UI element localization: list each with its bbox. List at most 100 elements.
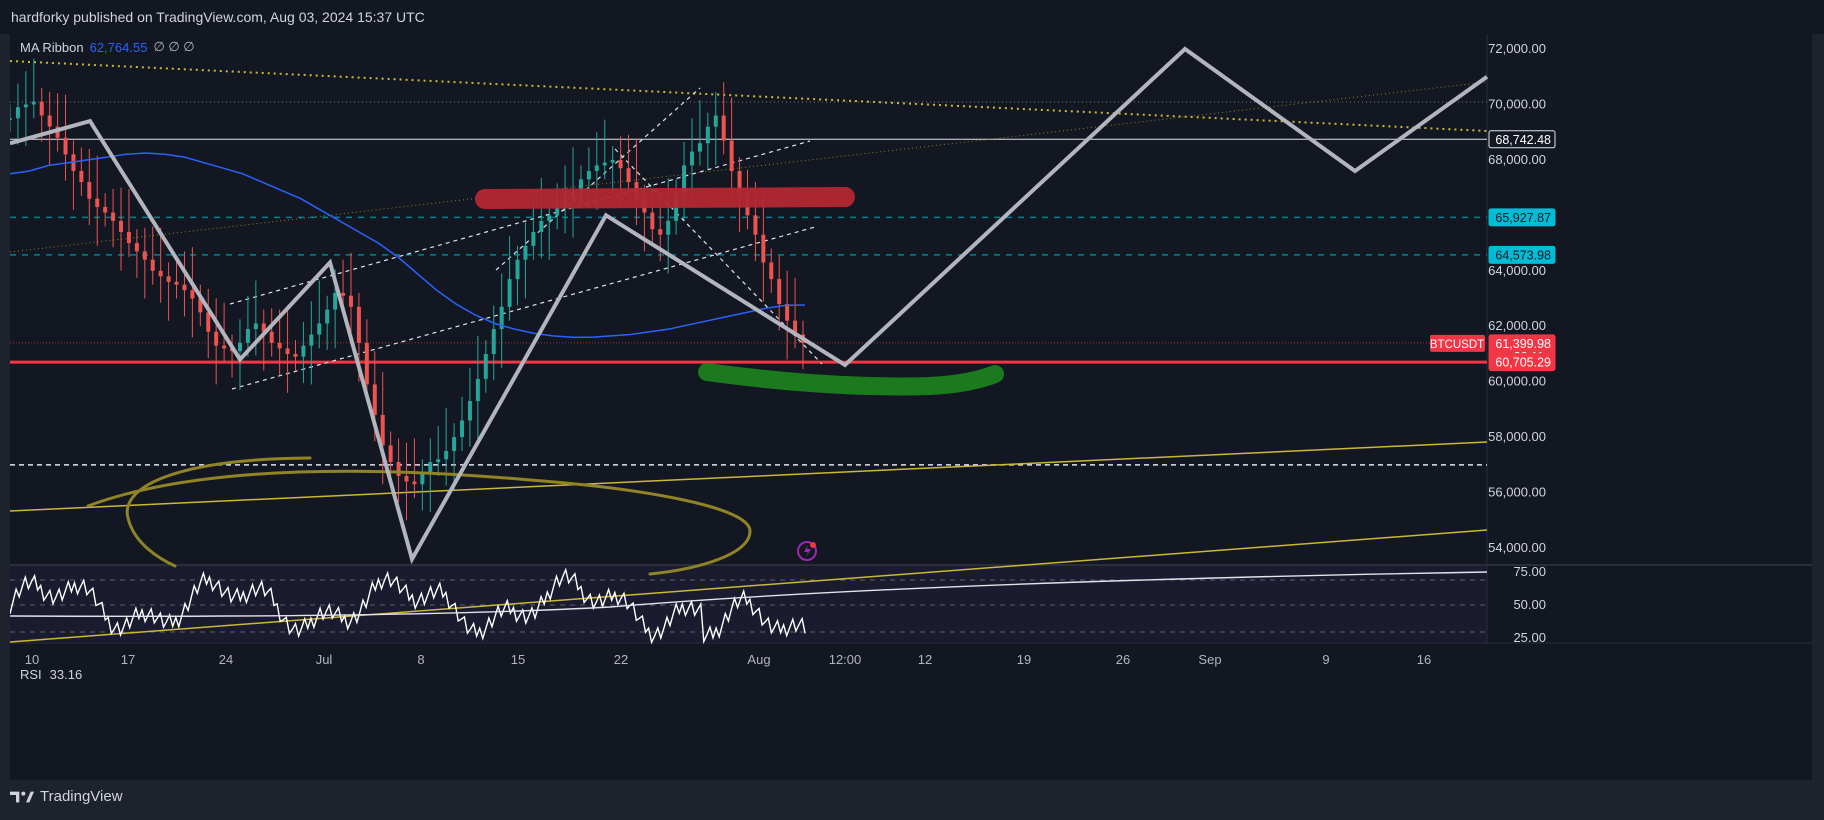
candle-body <box>301 345 306 357</box>
candle-body <box>214 331 219 346</box>
candle-body <box>372 384 377 415</box>
candle-body <box>483 353 488 379</box>
rsi-tick-label: 50.00 <box>1513 597 1546 612</box>
candle-body <box>705 126 710 144</box>
candle-body <box>436 459 441 463</box>
alert-dot <box>810 542 816 548</box>
price-label-box <box>1488 208 1556 227</box>
time-tick-label: 26 <box>1116 652 1130 667</box>
price-tick-label: 70,000.00 <box>1488 96 1546 111</box>
candle-body <box>697 143 702 152</box>
candle-body <box>348 295 353 307</box>
candle-body <box>658 229 663 235</box>
candle-body <box>547 215 552 221</box>
candle-body <box>753 215 758 235</box>
lower-trendline-lower <box>10 529 1488 643</box>
rsi-line <box>10 567 806 645</box>
candle-body <box>119 220 124 232</box>
candle-body <box>515 259 520 280</box>
price-label-text: 60,705.29 <box>1495 356 1551 370</box>
hand-drawn-ellipse <box>86 456 752 576</box>
candle-body <box>491 328 496 354</box>
ma-ribbon-line <box>10 152 806 339</box>
candle-body <box>713 115 718 127</box>
candle-body <box>190 290 195 299</box>
time-tick-label: 16 <box>1417 652 1431 667</box>
rsi-tick-label: 75.00 <box>1513 564 1546 579</box>
candle-body <box>769 262 774 280</box>
candle-body <box>87 182 92 199</box>
candle-body <box>134 243 139 252</box>
candle-body <box>444 450 449 460</box>
candle-body <box>166 276 171 282</box>
rsi-panel-background <box>10 566 1487 642</box>
price-tick-label: 58,000.00 <box>1488 429 1546 444</box>
candle-body <box>650 212 655 230</box>
candle-body <box>269 331 274 343</box>
candle-body <box>531 231 536 246</box>
candle-body <box>467 401 472 421</box>
candle-body <box>277 342 282 349</box>
lower-trendline-upper <box>10 441 1488 512</box>
alert-bolt <box>804 545 811 557</box>
candle-body <box>396 462 401 476</box>
candle-body <box>293 353 298 357</box>
candle-body <box>95 198 100 208</box>
price-tick-label: 72,000.00 <box>1488 41 1546 56</box>
symbol-tag-text: BTCUSDT <box>1430 339 1484 351</box>
resistance-zone-marker <box>475 187 855 209</box>
candle-body <box>682 165 687 194</box>
price-tick-label: 64,000.00 <box>1488 263 1546 278</box>
candle-body <box>63 137 68 155</box>
candle-body <box>586 170 591 180</box>
footer-brand[interactable]: TradingView <box>10 788 123 805</box>
channel-bottom-line <box>231 226 816 390</box>
candle-body <box>103 207 108 213</box>
time-tick-label: 12 <box>918 652 932 667</box>
candle-body <box>10 118 12 120</box>
candle-body <box>777 279 782 305</box>
candle-body <box>610 159 615 163</box>
time-tick-label: Aug <box>747 652 770 667</box>
candle-body <box>356 306 361 343</box>
price-label-text: 65,927.87 <box>1495 211 1551 225</box>
candle-body <box>737 170 742 194</box>
tradingview-logo-icon <box>10 791 34 802</box>
candle-body <box>689 151 694 166</box>
time-tick-label: Sep <box>1198 652 1221 667</box>
candle-body <box>142 251 147 260</box>
candle-body <box>412 481 417 485</box>
price-chart[interactable]: 10 17 24 Jul 8 15 22 Aug 12:00 12 19 26 Sep 9 16 54,000… <box>10 34 1812 780</box>
candle-body <box>555 207 560 216</box>
candle-body <box>793 320 798 335</box>
ma-value: 62,764.55 <box>89 39 148 55</box>
projection-zigzag <box>10 46 1489 565</box>
time-tick-label: 24 <box>219 652 233 667</box>
support-zone-marker <box>698 363 1004 396</box>
ma-na-values: ∅ ∅ ∅ <box>153 39 195 54</box>
candle-body <box>523 245 528 260</box>
rsi-legend[interactable]: RSI 33.16 <box>20 667 82 682</box>
symbol-tag-box <box>1430 334 1485 352</box>
candle-body <box>111 212 116 221</box>
candle-body <box>158 270 163 277</box>
time-tick-label: 9 <box>1322 652 1329 667</box>
publish-info: hardforky published on TradingView.com, … <box>11 9 425 25</box>
candle-body <box>761 234 766 263</box>
time-tick-label: Jul <box>316 652 333 667</box>
rsi-tick-label: 25.00 <box>1513 630 1546 645</box>
alert-circle <box>797 541 817 561</box>
price-tick-label: 56,000.00 <box>1488 485 1546 500</box>
candle-body <box>420 473 425 485</box>
time-tick-label: 17 <box>121 652 135 667</box>
ma-legend[interactable]: MA Ribbon 62,764.55 ∅ ∅ ∅ <box>20 39 195 55</box>
candle-body <box>206 312 211 332</box>
price-tick-label: 54,000.00 <box>1488 540 1546 555</box>
rsi-moving-average <box>10 571 1488 618</box>
candle-body <box>618 159 623 169</box>
candle-body <box>309 334 314 346</box>
price-tick-label: 68,000.00 <box>1488 152 1546 167</box>
candle-body <box>15 107 20 119</box>
candle-body <box>452 437 457 451</box>
price-label-text: 64,573.98 <box>1495 248 1551 262</box>
